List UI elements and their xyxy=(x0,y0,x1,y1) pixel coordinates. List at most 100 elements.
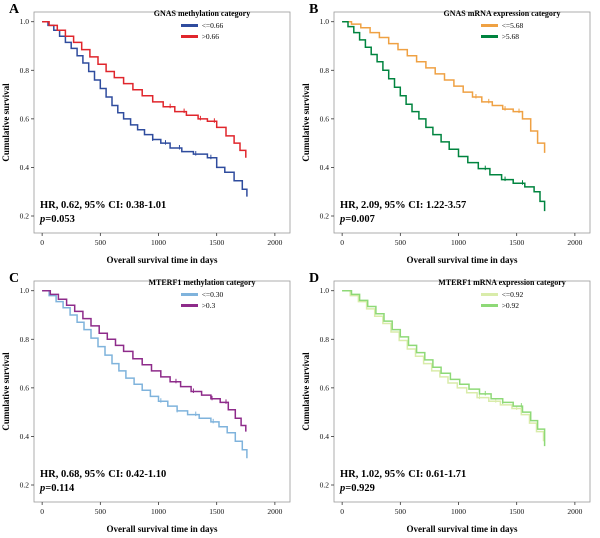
hr-text: HR, 0.68, 95% CI: 0.42-1.10 xyxy=(40,468,167,480)
panel-d: D 0 500 1000 1500 2000 0.2 0.4 0.6 0.8 1.0 Overall… xyxy=(300,269,600,538)
legend-line-swatch xyxy=(480,24,498,27)
y-tick-label: 0.2 xyxy=(20,481,30,490)
y-tick-label: 0.8 xyxy=(320,66,330,75)
x-tick-label: 500 xyxy=(395,507,407,516)
legend-label: >0.92 xyxy=(501,301,520,310)
km-plot-b: 0 500 1000 1500 2000 0.2 0.4 0.6 0.8 1.0 Overall s… xyxy=(301,11,591,265)
x-tick-label: 2000 xyxy=(267,507,282,516)
y-axis-label: Cumulative survival xyxy=(1,352,11,431)
km-curve xyxy=(42,20,248,197)
x-tick-label: 0 xyxy=(40,507,44,516)
legend-title: MTERF1 methylation category xyxy=(148,278,256,287)
y-tick-label: 1.0 xyxy=(20,286,30,295)
km-plot-c: 0 500 1000 1500 2000 0.2 0.4 0.6 0.8 1.0 Overall s… xyxy=(1,280,291,534)
p-value-text: =0.007 xyxy=(345,213,375,225)
km-curve xyxy=(42,20,247,158)
legend-label: <=5.68 xyxy=(501,21,524,30)
y-tick-label: 0.4 xyxy=(20,163,30,172)
p-value: p=0.929 xyxy=(340,482,466,496)
legend-a: GNAS methylation category <=0.66 >0.66 xyxy=(112,9,292,43)
legend-label: <=0.30 xyxy=(201,290,224,299)
y-tick-label: 0.8 xyxy=(20,66,30,75)
panel-a: A 0 500 1000 1500 2000 0.2 0.4 0.6 0.8 1.0 Overall… xyxy=(0,0,300,269)
legend-entries: <=5.68 >5.68 xyxy=(480,20,524,42)
legend-line-swatch xyxy=(180,304,198,307)
legend-label: <=0.66 xyxy=(201,21,224,30)
x-tick-label: 2000 xyxy=(567,238,582,247)
hr-text: HR, 1.02, 95% CI: 0.61-1.71 xyxy=(340,468,467,480)
panel-c: C 0 500 1000 1500 2000 0.2 0.4 0.6 0.8 1.0 Overall… xyxy=(0,269,300,538)
legend-d: MTERF1 mRNA expression category <=0.92 >… xyxy=(412,278,592,312)
legend-entries: <=0.30 >0.3 xyxy=(180,289,224,311)
y-tick-label: 0.4 xyxy=(320,163,330,172)
x-tick-label: 1000 xyxy=(151,238,166,247)
legend-b: GNAS mRNA expression category <=5.68 >5.… xyxy=(412,9,592,43)
x-tick-label: 0 xyxy=(340,238,344,247)
y-tick-label: 0.6 xyxy=(320,114,330,123)
km-curve xyxy=(342,20,546,212)
x-tick-label: 1000 xyxy=(451,238,466,247)
hr-text: HR, 0.62, 95% CI: 0.38-1.01 xyxy=(40,199,167,211)
x-tick-label: 2000 xyxy=(267,238,282,247)
legend-line-swatch xyxy=(480,304,498,307)
legend-label: >0.66 xyxy=(201,32,220,41)
legend-line-swatch xyxy=(480,293,498,296)
x-tick-label: 0 xyxy=(340,507,344,516)
x-tick-label: 2000 xyxy=(567,507,582,516)
km-plot-a: 0 500 1000 1500 2000 0.2 0.4 0.6 0.8 1.0 Overall s… xyxy=(1,11,291,265)
p-value-text: =0.114 xyxy=(45,482,75,494)
y-tick-label: 1.0 xyxy=(320,286,330,295)
hr-text: HR, 2.09, 95% CI: 1.22-3.57 xyxy=(340,199,467,211)
p-value: p=0.114 xyxy=(40,482,166,496)
km-curve xyxy=(42,289,247,432)
stats-annotation: HR, 2.09, 95% CI: 1.22-3.57 p=0.007 xyxy=(340,199,466,227)
x-tick-label: 0 xyxy=(40,238,44,247)
legend-title: MTERF1 mRNA expression category xyxy=(438,278,566,287)
panel-letter-c: C xyxy=(9,271,20,286)
legend-line-swatch xyxy=(180,35,198,38)
x-tick-label: 1000 xyxy=(451,507,466,516)
legend-line-swatch xyxy=(180,293,198,296)
y-tick-label: 0.6 xyxy=(20,383,30,392)
legend-title: GNAS methylation category xyxy=(153,9,251,18)
km-plot-d: 0 500 1000 1500 2000 0.2 0.4 0.6 0.8 1.0 Overall s… xyxy=(301,280,591,534)
p-symbol: p xyxy=(340,213,346,225)
panel-letter-b: B xyxy=(309,2,319,17)
y-tick-label: 0.4 xyxy=(320,432,330,441)
legend-entry: >0.3 xyxy=(180,300,224,311)
legend-c: MTERF1 methylation category <=0.30 >0.3 xyxy=(112,278,292,312)
x-tick-label: 500 xyxy=(95,238,107,247)
y-tick-label: 0.8 xyxy=(20,335,30,344)
x-axis-label: Overall survival time in days xyxy=(407,255,518,265)
y-tick-label: 0.2 xyxy=(20,212,30,221)
panel-letter-a: A xyxy=(9,2,20,17)
x-tick-label: 500 xyxy=(395,238,407,247)
p-symbol: p xyxy=(40,482,46,494)
legend-label: >0.3 xyxy=(201,301,216,310)
p-value: p=0.007 xyxy=(340,213,466,227)
y-axis-label: Cumulative survival xyxy=(1,83,11,162)
plot-frame xyxy=(333,280,591,503)
legend-entry: <=5.68 xyxy=(480,20,524,31)
x-axis-label: Overall survival time in days xyxy=(107,524,218,534)
y-tick-label: 0.6 xyxy=(320,383,330,392)
y-tick-label: 1.0 xyxy=(20,17,30,26)
legend-entry: >0.92 xyxy=(480,300,524,311)
y-tick-label: 0.8 xyxy=(320,335,330,344)
legend-title: GNAS mRNA expression category xyxy=(443,9,561,18)
p-symbol: p xyxy=(340,482,346,494)
legend-entries: <=0.92 >0.92 xyxy=(480,289,524,311)
km-curve xyxy=(342,289,545,442)
legend-line-swatch xyxy=(480,35,498,38)
stats-annotation: HR, 0.62, 95% CI: 0.38-1.01 p=0.053 xyxy=(40,199,166,227)
p-value-text: =0.929 xyxy=(345,482,375,494)
legend-label: >5.68 xyxy=(501,32,520,41)
panel-letter-d: D xyxy=(309,271,320,286)
legend-entry: >0.66 xyxy=(180,31,224,42)
legend-entry: <=0.30 xyxy=(180,289,224,300)
legend-entry: <=0.66 xyxy=(180,20,224,31)
x-tick-label: 1500 xyxy=(509,507,524,516)
legend-label: <=0.92 xyxy=(501,290,524,299)
y-axis-label: Cumulative survival xyxy=(301,83,311,162)
